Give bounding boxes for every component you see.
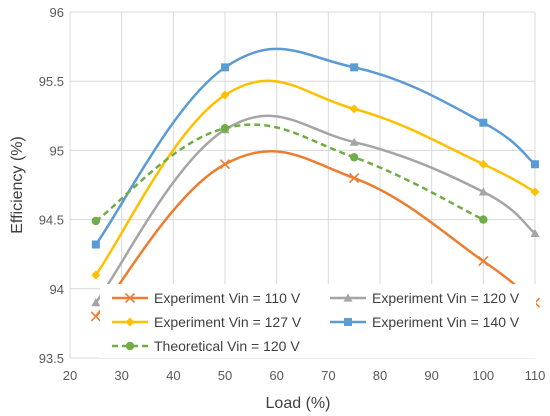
data-point-marker (349, 137, 359, 146)
series-line (94, 114, 536, 304)
legend-label: Experiment Vin = 127 V (154, 314, 302, 330)
data-point-marker (478, 256, 489, 267)
data-point-marker (530, 228, 540, 238)
legend-label: Theoretical Vin = 120 V (154, 338, 300, 354)
y-tick-label: 95 (50, 143, 64, 158)
data-point-marker (350, 63, 359, 72)
data-point-marker (91, 240, 100, 249)
series-circle (91, 123, 488, 226)
y-axis-title: Efficiency (%) (9, 136, 26, 234)
series-diamond (91, 79, 540, 280)
series-square (91, 47, 539, 249)
data-point-marker (220, 124, 230, 133)
x-axis-title: Load (%) (266, 395, 331, 412)
data-point-marker (530, 187, 540, 197)
legend-item: Theoretical Vin = 120 V (112, 338, 300, 354)
data-point-marker (124, 292, 136, 304)
tick-layer: 93.5 94 94.5 95 95.5 96 20 30 40 50 60 70 80 90 100 110 (39, 5, 546, 383)
y-tick-label: 96 (50, 5, 64, 20)
series-line (95, 123, 484, 222)
data-point-marker (219, 159, 231, 170)
legend-background (100, 284, 536, 358)
data-point-marker (91, 216, 101, 226)
data-point-marker (479, 118, 488, 127)
legend-label: Experiment Vin = 140 V (372, 314, 520, 330)
x-tick-label: 50 (218, 368, 232, 383)
data-point-marker (90, 311, 101, 322)
y-tick-label: 94.5 (39, 213, 64, 228)
legend: Experiment Vin = 110 V Experiment Vin = 1… (112, 290, 520, 354)
data-point-marker (220, 90, 230, 100)
legend-item: Experiment Vin = 120 V (330, 290, 520, 306)
x-tick-label: 100 (472, 368, 494, 383)
data-point-marker (349, 173, 360, 184)
y-tick-label: 95.5 (39, 74, 64, 89)
data-point-marker (343, 293, 353, 302)
x-tick-label: 110 (525, 368, 546, 383)
data-point-marker (479, 215, 488, 224)
legend-item: Experiment Vin = 110 V (112, 290, 301, 306)
data-point-marker (478, 159, 488, 169)
data-point-marker (221, 63, 229, 72)
x-tick-label: 40 (166, 368, 180, 383)
series-line (94, 79, 536, 276)
data-point-marker (478, 187, 488, 196)
x-tick-label: 90 (424, 368, 438, 383)
data-point-marker (349, 153, 359, 162)
data-point-marker (91, 298, 101, 307)
y-tick-label: 93.5 (39, 351, 64, 366)
legend-item: Experiment Vin = 140 V (330, 314, 520, 330)
x-tick-label: 80 (373, 368, 387, 383)
x-tick-label: 20 (63, 368, 77, 383)
x-tick-label: 60 (269, 368, 283, 383)
data-point-marker (349, 104, 359, 114)
legend-label: Experiment Vin = 110 V (154, 290, 301, 306)
legend-item: Experiment Vin = 127 V (112, 314, 302, 330)
data-point-marker (344, 318, 352, 326)
data-point-marker (125, 317, 135, 327)
data-point-marker (91, 270, 101, 280)
series-line (94, 47, 536, 246)
data-point-marker (531, 160, 539, 169)
data-point-marker (125, 341, 135, 351)
y-tick-label: 94 (50, 282, 64, 297)
series-layer (90, 47, 541, 322)
x-tick-label: 30 (114, 368, 128, 383)
legend-label: Experiment Vin = 120 V (372, 290, 520, 306)
x-tick-label: 70 (321, 368, 335, 383)
